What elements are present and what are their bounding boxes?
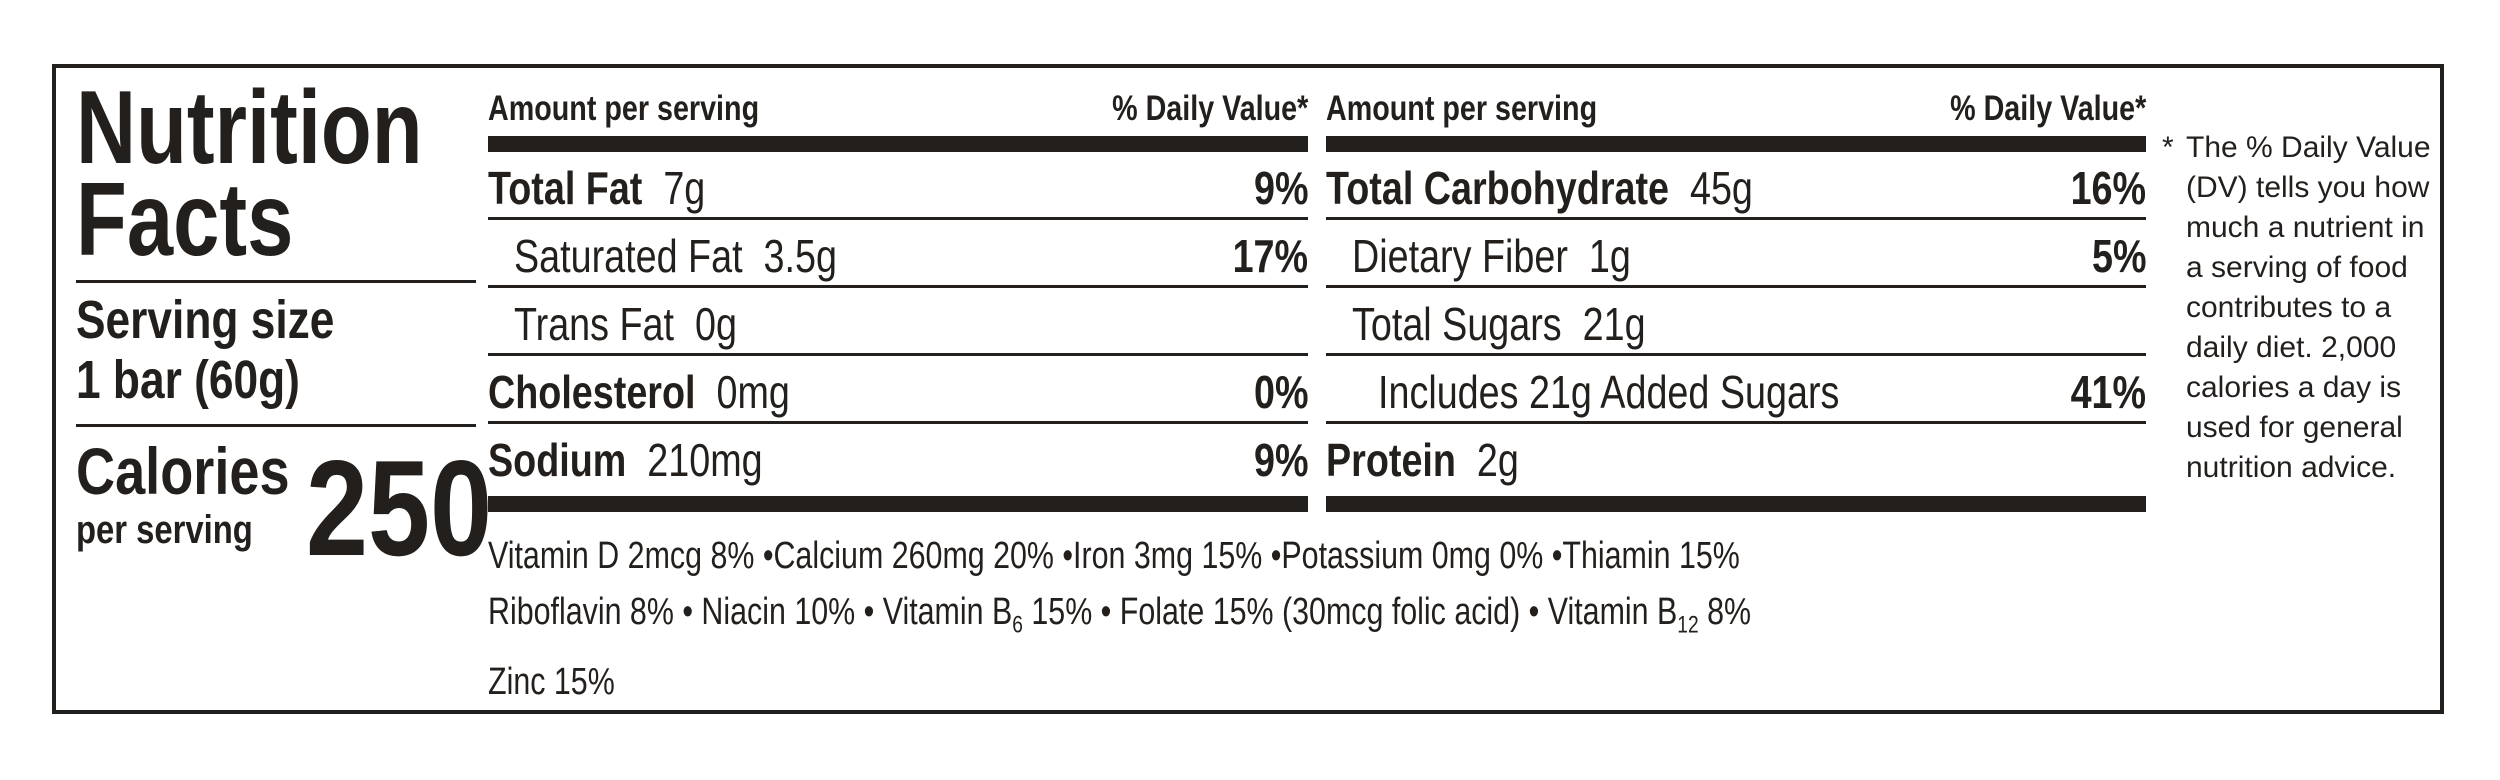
footnote-asterisk: *: [2162, 131, 2174, 164]
serving-divider: [76, 424, 476, 427]
vitamins-line: Vitamin D 2mcg 8% •Calcium 260mg 20% •Ir…: [488, 535, 1740, 577]
vitamins-minerals: Vitamin D 2mcg 8% •Calcium 260mg 20% •Ir…: [488, 528, 2067, 710]
nutrient-row-trans-fat: Trans Fat 0g: [488, 288, 1308, 356]
nutrient-row-cholesterol: Cholesterol 0mg 0%: [488, 356, 1308, 424]
nutrient-row-saturated-fat: Saturated Fat 3.5g 17%: [488, 220, 1308, 288]
nutrition-facts-panel: Nutrition Facts Serving size 1 bar (60g)…: [52, 64, 2444, 714]
calories-value: 250: [306, 432, 493, 584]
thick-rule: [1326, 496, 2146, 512]
calories-label: Calories: [76, 434, 290, 508]
nutrient-row-total-fat: Total Fat 7g 9%: [488, 152, 1308, 220]
vitamins-line: Riboflavin 8% • Niacin 10% • Vitamin B6 …: [488, 591, 1752, 639]
vitamins-line: Zinc 15%: [488, 660, 615, 703]
nutrient-table-right: Amount per serving % Daily Value* Total …: [1326, 68, 2146, 528]
nutrient-table-left: Amount per serving % Daily Value* Total …: [488, 68, 1308, 528]
table-header: Amount per serving % Daily Value*: [488, 89, 1308, 128]
serving-size-value: 1 bar (60g): [76, 350, 300, 410]
serving-size-label: Serving size: [76, 290, 335, 350]
footnote-text: The % Daily Value (DV) tells you how muc…: [2186, 131, 2431, 484]
nutrient-row-total-sugars: Total Sugars 21g: [1326, 288, 2146, 356]
table-header: Amount per serving % Daily Value*: [1326, 89, 2146, 128]
nutrient-row-dietary-fiber: Dietary Fiber 1g 5%: [1326, 220, 2146, 288]
thick-rule: [1326, 136, 2146, 152]
nutrient-row-protein: Protein 2g: [1326, 434, 1519, 486]
nutrient-row-added-sugars: Includes 21g Added Sugars 41%: [1326, 356, 2146, 424]
nutrition-facts-title: Nutrition Facts: [76, 70, 423, 278]
thick-rule: [488, 496, 1308, 512]
title-divider: [76, 280, 476, 283]
calories-per-serving-label: per serving: [76, 508, 253, 552]
nutrient-row-sodium: Sodium 210mg 9%: [488, 434, 1308, 486]
thick-rule: [488, 136, 1308, 152]
nutrient-row-total-carbohydrate: Total Carbohydrate 45g 16%: [1326, 152, 2146, 220]
